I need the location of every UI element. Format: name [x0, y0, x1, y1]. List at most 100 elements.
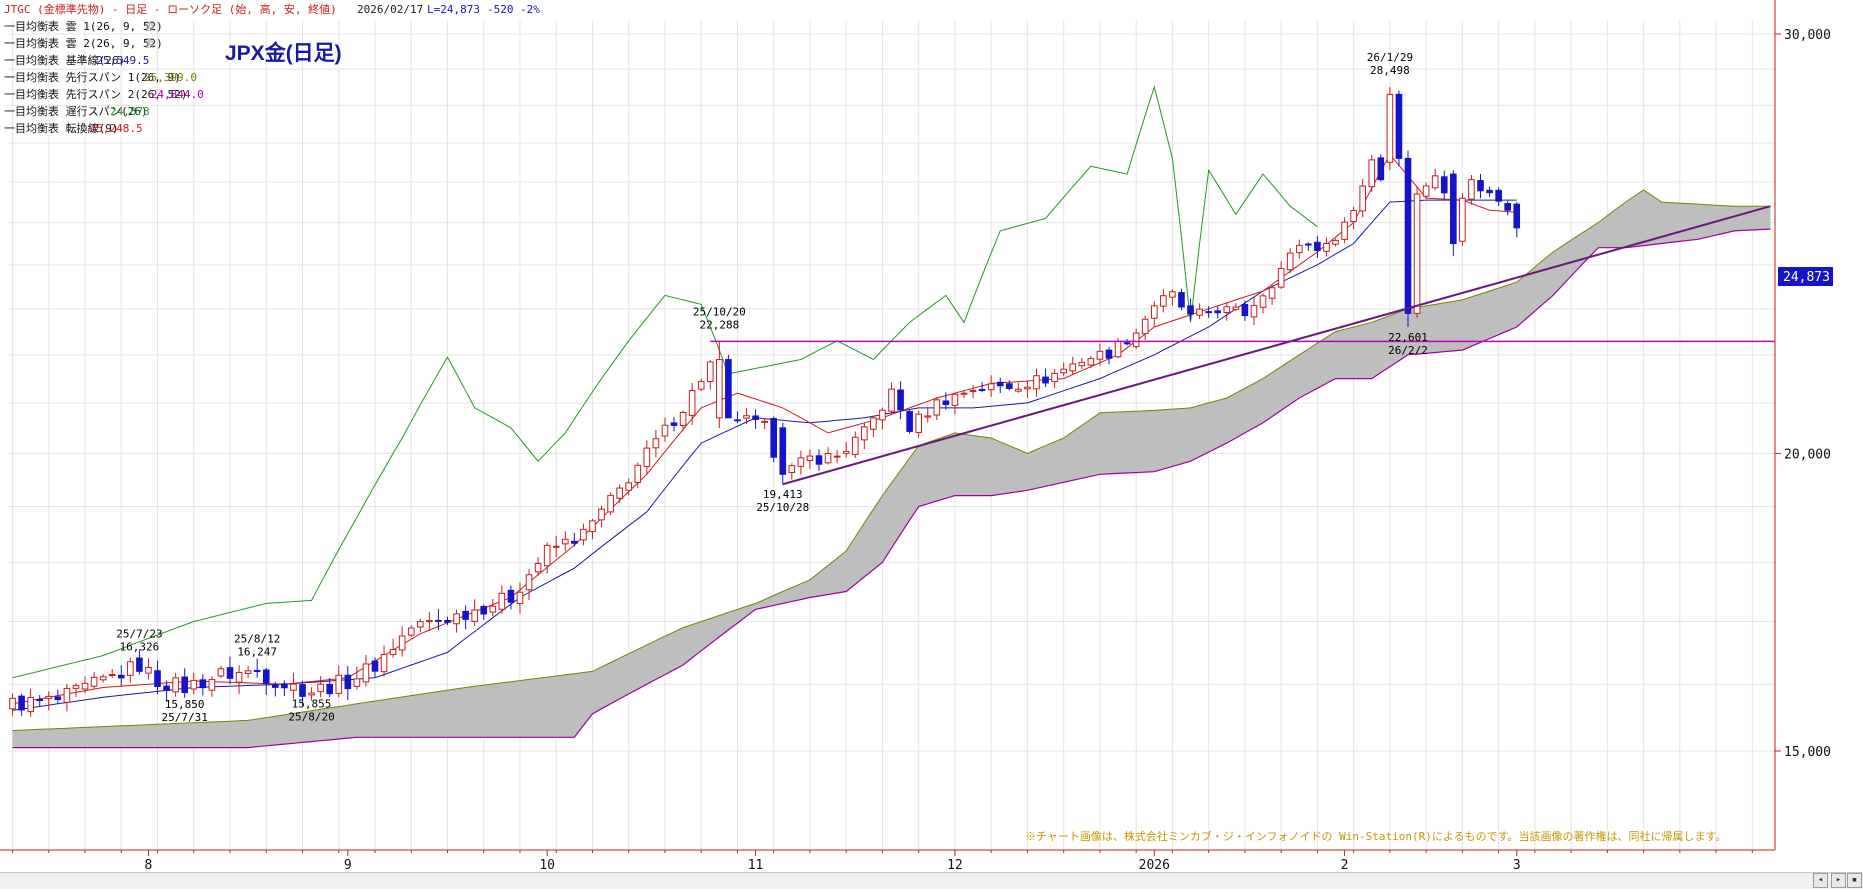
candle-up — [1341, 221, 1348, 240]
candle-up — [407, 627, 415, 636]
price-annotation-label: 16,247 — [237, 645, 277, 658]
candle-up — [1413, 193, 1421, 314]
candle-up — [1332, 239, 1339, 245]
candle-up — [1268, 287, 1276, 299]
x-tick-label: 10 — [539, 858, 555, 873]
chart-big-title: JPX金(日足) — [225, 41, 342, 65]
candle-up — [761, 420, 768, 423]
candle-up — [1295, 244, 1303, 254]
candle-up — [851, 436, 859, 455]
candle-up — [679, 412, 687, 427]
candle-down — [253, 670, 261, 673]
y-tick-label: 30,000 — [1784, 28, 1831, 43]
candle-up — [652, 438, 660, 449]
candle-up — [1096, 350, 1104, 360]
overlay-lines — [710, 205, 1775, 486]
candle-up — [498, 592, 506, 610]
candle-up — [1024, 386, 1031, 390]
x-tick-label: 8 — [145, 858, 153, 873]
candle-up — [99, 676, 107, 681]
senkou-span-1-line — [12, 189, 1771, 731]
candle-up — [1359, 185, 1367, 212]
candle-down — [181, 676, 189, 694]
legend-label: 一目均衡表 雲 1(26, 9, 52) — [4, 19, 163, 33]
zoom-button[interactable]: ▸ — [1831, 873, 1846, 888]
expand-button[interactable]: ▪ — [1847, 873, 1862, 888]
candle-up — [1150, 305, 1158, 319]
candle-up — [380, 654, 388, 673]
candle-up — [697, 381, 705, 390]
candle-up — [525, 574, 533, 591]
candle-down — [326, 683, 333, 695]
scroll-left-button[interactable]: ◂ — [1813, 873, 1828, 888]
candle-up — [471, 609, 478, 622]
candle-up — [888, 388, 895, 412]
price-annotation-label: 22,288 — [699, 318, 739, 331]
candle-down — [1513, 203, 1521, 229]
price-annotation-label: 15,850 — [165, 698, 205, 711]
candle-down — [1123, 342, 1131, 345]
candle-down — [462, 610, 469, 620]
price-annotation-label: 22,601 — [1388, 331, 1428, 344]
candle-down — [1504, 203, 1511, 211]
chart-header-last: L=24,873 — [427, 3, 480, 16]
candle-down — [18, 695, 25, 711]
candle-up — [145, 667, 152, 674]
candle-up — [317, 683, 324, 693]
candle-up — [308, 692, 315, 696]
price-annotation-label: 28,498 — [1370, 64, 1410, 77]
copyright-note: ※チャート画像は、株式会社ミンカブ・ジ・インフォノイドの Win-Station… — [1025, 829, 1726, 843]
candle-down — [752, 415, 759, 420]
price-annotation-label: 25/10/28 — [756, 501, 809, 514]
price-annotation-label: 25/7/31 — [162, 711, 208, 724]
candle-up — [915, 413, 922, 433]
candle-up — [9, 697, 16, 710]
candle-up — [534, 563, 542, 573]
price-annotation-label: 25/8/20 — [288, 711, 334, 724]
candle-up — [661, 424, 669, 437]
candle-down — [815, 455, 823, 465]
candle-up — [1259, 295, 1267, 308]
current-price-label: 24,873 — [1783, 270, 1830, 285]
candle-down — [154, 670, 161, 688]
candle-up — [688, 390, 696, 416]
candle-down — [262, 669, 270, 684]
chart-header-pct: -2% — [520, 3, 540, 16]
status-bar — [0, 872, 1863, 889]
candle-up — [634, 464, 642, 483]
candle-down — [1477, 180, 1484, 192]
candle-down — [1377, 157, 1385, 181]
candle-up — [951, 393, 959, 406]
x-tick-label: 3 — [1513, 858, 1521, 873]
candle-down — [1440, 176, 1448, 194]
ichimoku-cloud — [12, 189, 1771, 749]
candle-down — [1178, 292, 1185, 308]
candle-up — [598, 508, 605, 521]
legend-label: 一目均衡表 先行スパン 1(26, 9) — [4, 70, 181, 84]
candle-up — [1323, 242, 1330, 252]
candle-up — [426, 620, 433, 623]
senkou-span-2-line — [12, 228, 1771, 749]
candle-up — [1169, 291, 1176, 298]
candle-up — [1078, 361, 1086, 367]
candle-up — [217, 668, 225, 677]
price-annotation-label: 16,326 — [120, 640, 160, 653]
candle-up — [1459, 197, 1466, 242]
candle-up — [987, 383, 995, 391]
candle-up — [516, 591, 524, 605]
candle-up — [45, 695, 53, 699]
candle-up — [625, 482, 633, 491]
candle-down — [54, 696, 62, 700]
candle-up — [861, 426, 868, 441]
legend-value: 雲 — [144, 20, 155, 33]
candle-up — [833, 455, 841, 458]
price-annotation-label: 26/2/2 — [1388, 344, 1428, 357]
candle-up — [72, 685, 80, 689]
legend-label: 一目均衡表 基準線(26) — [4, 53, 125, 67]
candle-up — [1250, 304, 1258, 318]
candlesticks — [9, 87, 1521, 717]
candle-down — [725, 359, 732, 419]
candle-down — [1404, 157, 1412, 314]
candle-up — [1350, 210, 1357, 223]
